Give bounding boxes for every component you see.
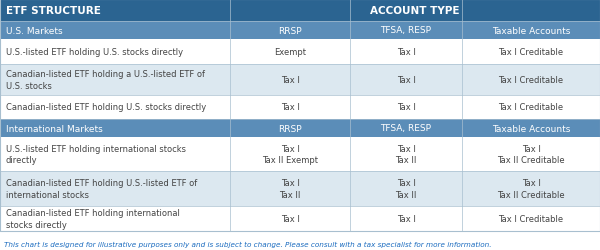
Text: ACCOUNT TYPE: ACCOUNT TYPE — [370, 6, 460, 16]
Bar — [0, 22, 230, 40]
Text: Tax I: Tax I — [281, 214, 299, 223]
Text: ETF STRUCTURE: ETF STRUCTURE — [6, 6, 101, 16]
Text: International Markets: International Markets — [6, 124, 103, 133]
Text: This chart is designed for illustrative purposes only and is subject to change. : This chart is designed for illustrative … — [4, 241, 491, 247]
Text: Tax I Creditable: Tax I Creditable — [499, 214, 563, 223]
Text: RRSP: RRSP — [278, 124, 302, 133]
Text: Exempt: Exempt — [274, 48, 306, 57]
Bar — [0, 40, 230, 65]
Text: Tax I: Tax I — [281, 76, 299, 85]
Bar — [0, 206, 230, 231]
Text: Tax I: Tax I — [281, 103, 299, 112]
Bar — [462, 120, 600, 138]
Bar — [0, 120, 230, 138]
Bar — [462, 171, 600, 206]
Bar — [462, 138, 600, 171]
Text: U.S. Markets: U.S. Markets — [6, 26, 62, 35]
Bar — [230, 206, 350, 231]
Text: Tax I Creditable: Tax I Creditable — [499, 48, 563, 57]
Bar — [350, 65, 462, 96]
Text: Tax I
Tax II Creditable: Tax I Tax II Creditable — [497, 178, 565, 199]
Text: Tax I
Tax II: Tax I Tax II — [280, 178, 301, 199]
Text: Canadian-listed ETF holding U.S.-listed ETF of
international stocks: Canadian-listed ETF holding U.S.-listed … — [6, 178, 197, 199]
Text: Tax I
Tax II: Tax I Tax II — [395, 144, 416, 165]
Bar — [0, 138, 230, 171]
Text: Tax I
Tax II Creditable: Tax I Tax II Creditable — [497, 144, 565, 165]
Bar — [230, 65, 350, 96]
Text: Tax I: Tax I — [397, 48, 415, 57]
Bar — [462, 22, 600, 40]
Text: Tax I
Tax II: Tax I Tax II — [395, 178, 416, 199]
Bar — [462, 206, 600, 231]
Bar — [230, 22, 350, 40]
Bar — [350, 206, 462, 231]
Bar — [0, 65, 230, 96]
Bar — [0, 96, 230, 120]
Bar — [230, 96, 350, 120]
Bar — [230, 40, 350, 65]
Bar — [230, 138, 350, 171]
Text: Taxable Accounts: Taxable Accounts — [492, 26, 570, 35]
Text: U.S.-listed ETF holding U.S. stocks directly: U.S.-listed ETF holding U.S. stocks dire… — [6, 48, 183, 57]
Text: TFSA, RESP: TFSA, RESP — [380, 26, 431, 35]
Bar — [462, 40, 600, 65]
Text: Tax I: Tax I — [397, 103, 415, 112]
Bar — [350, 171, 462, 206]
Text: Canadian-listed ETF holding international
stocks directly: Canadian-listed ETF holding internationa… — [6, 208, 180, 229]
Bar — [350, 138, 462, 171]
Bar — [0, 171, 230, 206]
Text: Canadian-listed ETF holding a U.S.-listed ETF of
U.S. stocks: Canadian-listed ETF holding a U.S.-liste… — [6, 70, 205, 90]
Text: RRSP: RRSP — [278, 26, 302, 35]
Bar — [230, 171, 350, 206]
Bar — [350, 120, 462, 138]
Bar — [230, 0, 600, 22]
Bar — [0, 0, 230, 22]
Bar — [350, 22, 462, 40]
Text: Tax I: Tax I — [397, 76, 415, 85]
Bar — [230, 120, 350, 138]
Bar — [462, 65, 600, 96]
Text: TFSA, RESP: TFSA, RESP — [380, 124, 431, 133]
Text: Tax I: Tax I — [397, 214, 415, 223]
Text: Tax I Creditable: Tax I Creditable — [499, 103, 563, 112]
Text: Canadian-listed ETF holding U.S. stocks directly: Canadian-listed ETF holding U.S. stocks … — [6, 103, 206, 112]
Text: Tax I Creditable: Tax I Creditable — [499, 76, 563, 85]
Text: Tax I
Tax II Exempt: Tax I Tax II Exempt — [262, 144, 318, 165]
Bar — [350, 40, 462, 65]
Text: Taxable Accounts: Taxable Accounts — [492, 124, 570, 133]
Bar — [462, 96, 600, 120]
Text: U.S.-listed ETF holding international stocks
directly: U.S.-listed ETF holding international st… — [6, 144, 186, 165]
Bar — [350, 96, 462, 120]
